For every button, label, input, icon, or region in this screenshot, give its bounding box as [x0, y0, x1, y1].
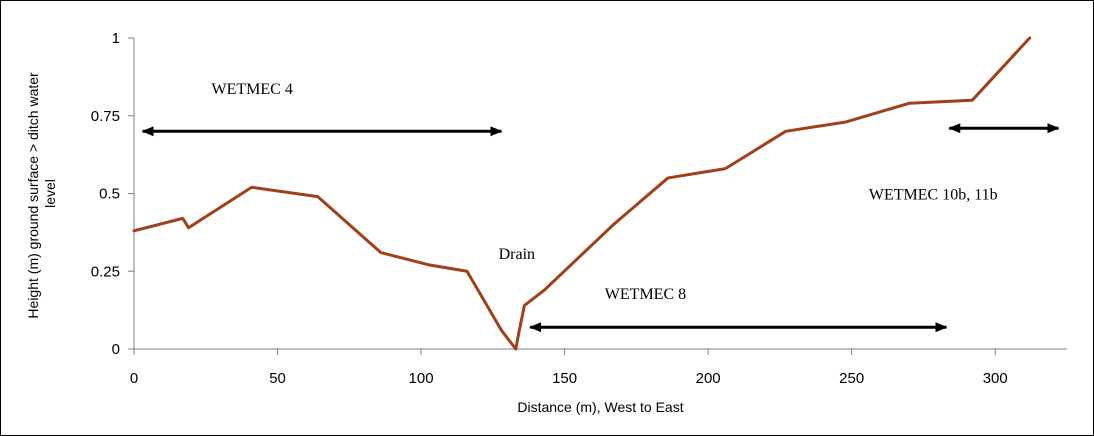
- x-tick-label: 200: [696, 370, 721, 387]
- x-tick-label: 300: [983, 370, 1008, 387]
- x-tick-label: 50: [269, 370, 286, 387]
- x-tick-label: 0: [130, 370, 138, 387]
- y-tick-label: 0: [112, 341, 120, 358]
- series-layer: [132, 36, 1032, 351]
- annotation-label: Drain: [499, 246, 535, 263]
- y-tick-label: 1: [112, 30, 120, 47]
- x-axis-label: Distance (m), West to East: [517, 399, 683, 415]
- annotation-label: WETMEC 8: [605, 286, 686, 303]
- y-tick-label: 0.5: [99, 186, 120, 203]
- y-tick-label: 0.75: [91, 108, 120, 125]
- annotation-label: WETMEC 10b, 11b: [869, 187, 998, 204]
- x-tick-label: 100: [409, 370, 434, 387]
- arrows-layer: [141, 123, 1060, 333]
- y-tick-label: 0.25: [91, 263, 120, 280]
- x-tick-label: 150: [552, 370, 577, 387]
- x-ticks: 0 50 100 150 200 250 300: [130, 349, 1008, 387]
- annotations-layer: WETMEC 4 Drain WETMEC 8 WETMEC 10b, 11b: [212, 81, 998, 303]
- y-axis-label: Height (m) ground surface > ditch water …: [25, 68, 58, 318]
- y-ticks: 0 0.25 0.5 0.75 1: [91, 30, 134, 358]
- y-axis-label-line-2: level: [42, 179, 58, 208]
- y-axis-label-line-1: Height (m) ground surface > ditch water: [25, 72, 41, 319]
- x-tick-label: 250: [839, 370, 864, 387]
- annotation-label: WETMEC 4: [212, 81, 293, 98]
